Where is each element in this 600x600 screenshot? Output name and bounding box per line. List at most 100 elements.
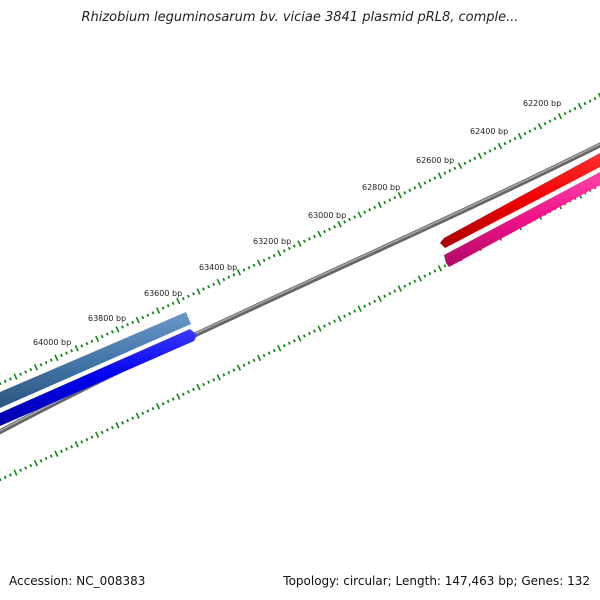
- ruler-tick: [413, 279, 417, 283]
- ruler-tick: [388, 198, 392, 202]
- ruler-tick: [171, 301, 175, 305]
- ruler-tick: [597, 92, 600, 98]
- ruler-tick: [212, 378, 216, 382]
- ruler-tick: [517, 132, 523, 140]
- ruler-tick: [181, 297, 185, 301]
- ruler-tick: [537, 122, 543, 130]
- forward-gene-left[interactable]: [0, 312, 191, 408]
- ruler-tick: [523, 132, 527, 136]
- ruler-tick: [403, 284, 407, 288]
- ruler-tick: [297, 240, 302, 247]
- forward-gene-right[interactable]: [440, 153, 600, 248]
- ruler-tick: [393, 196, 397, 200]
- ruler-tick: [80, 344, 84, 348]
- ruler-tick: [65, 351, 68, 355]
- ruler-tick: [29, 463, 33, 468]
- topology-stats: Topology: circular; Length: 147,463 bp; …: [283, 574, 590, 588]
- ruler-tick: [100, 430, 104, 435]
- ruler-tick: [417, 182, 423, 189]
- ruler-tick: [377, 201, 382, 209]
- ruler-tick: [312, 329, 316, 333]
- reverse-gene-right[interactable]: [444, 172, 600, 267]
- ruler-tick: [568, 109, 572, 113]
- ruler-tick: [8, 377, 12, 381]
- ruler-tick: [115, 326, 120, 333]
- ruler-tick: [121, 421, 124, 425]
- ruler-tick: [343, 314, 347, 318]
- ruler-tick: [19, 372, 23, 376]
- ruler-tick: [388, 292, 392, 296]
- ruler-tick: [408, 188, 412, 193]
- ruler-tick: [483, 151, 487, 156]
- ruler-tick: [333, 319, 337, 323]
- ruler-tick: [417, 275, 423, 282]
- ruler-tick: [277, 344, 282, 352]
- ruler-tick: [115, 422, 120, 429]
- ruler-tick: [348, 217, 352, 222]
- ruler-tick: [543, 122, 547, 126]
- ruler-tick: [242, 363, 246, 367]
- ruler-tick: [297, 335, 302, 342]
- ruler-tick: [573, 106, 577, 111]
- ruler-tick: [192, 387, 195, 392]
- ruler-tick: [588, 99, 592, 103]
- ruler-tick: [8, 473, 12, 477]
- ruler-tick: [95, 335, 100, 343]
- ruler-tick: [468, 159, 472, 163]
- ruler-tick: [74, 345, 79, 352]
- ruler-tick: [328, 321, 331, 326]
- ruler-tick: [146, 313, 150, 317]
- ruler-tick: [141, 411, 145, 415]
- ruler-tick: [100, 334, 104, 339]
- ruler-tick: [577, 102, 583, 110]
- ruler-tick: [373, 205, 377, 209]
- ruler-tick: [202, 382, 206, 387]
- ruler-tick: [90, 435, 94, 439]
- reverse-gene-left[interactable]: [0, 329, 197, 426]
- ruler-tick: [563, 112, 567, 116]
- ruler-tick: [272, 349, 276, 353]
- ruler-tick: [186, 294, 190, 298]
- ruler-tick: [236, 364, 242, 371]
- ruler-tick: [313, 234, 316, 239]
- ruler-tick: [110, 330, 114, 334]
- ruler-tick: [583, 101, 587, 106]
- ruler-tick: [377, 295, 382, 302]
- ruler-tick: [95, 431, 100, 439]
- ruler-tick: [49, 358, 53, 362]
- ruler-tick: [448, 169, 452, 173]
- ruler-tick: [85, 437, 89, 442]
- ruler-tick: [528, 129, 532, 133]
- ruler-tick: [24, 466, 28, 470]
- ruler-tick: [337, 221, 342, 228]
- ruler-tick: [428, 271, 432, 276]
- ruler-tick: [292, 339, 296, 343]
- ruler-tick: [343, 220, 347, 224]
- ruler-tick: [443, 171, 447, 175]
- ruler-tick: [85, 341, 89, 346]
- ruler-tick: [357, 305, 362, 312]
- ruler-tick: [383, 200, 387, 205]
- ruler-tick: [151, 406, 155, 411]
- ruler-tick: [477, 152, 483, 160]
- ruler-tick: [363, 304, 367, 308]
- ruler-tick: [493, 146, 497, 151]
- ruler-tick: [54, 354, 59, 362]
- ruler-tick: [403, 191, 407, 195]
- ruler-tick: [19, 468, 23, 472]
- ruler-tick: [363, 210, 367, 214]
- ruler-tick: [135, 316, 140, 324]
- ruler-tick: [262, 353, 266, 358]
- ruler-tick: [13, 373, 18, 380]
- ruler-tick: [423, 274, 427, 278]
- ruler-tick: [308, 331, 311, 336]
- ruler-tick: [212, 282, 216, 286]
- ruler-tick: [105, 428, 109, 432]
- ruler-labels: 62200 bp 62400 bp 62600 bp 62800 bp 6300…: [33, 99, 561, 347]
- ruler-tick: [121, 325, 124, 329]
- ruler-tick: [282, 249, 286, 253]
- ruler-tick: [105, 332, 109, 336]
- ruler-tick: [227, 370, 231, 375]
- ruler-tick: [267, 351, 271, 355]
- outer-tick-ring: [0, 92, 600, 386]
